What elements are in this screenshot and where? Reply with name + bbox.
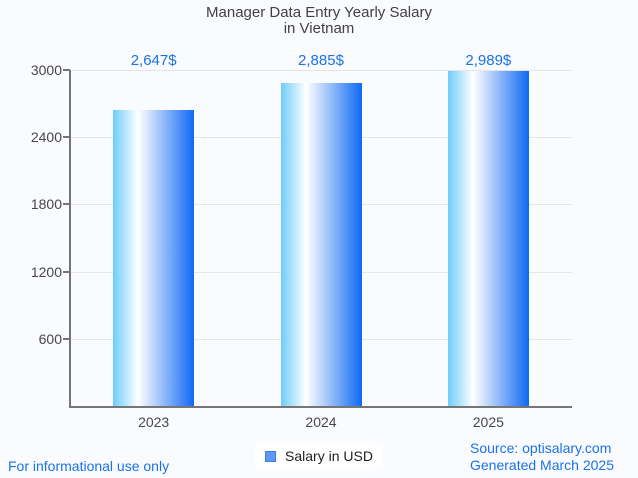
bar-value-label: 2,989$: [465, 52, 512, 69]
x-axis-line: [69, 406, 572, 408]
footer-source-block: Source: optisalary.com Generated March 2…: [470, 440, 614, 474]
legend-series-label: Salary in USD: [285, 448, 373, 464]
x-axis-label: 2023: [138, 414, 170, 430]
x-axis-label: 2024: [305, 414, 337, 430]
chart-legend: Salary in USD: [255, 443, 383, 469]
y-axis-label: 1800: [30, 196, 62, 213]
y-axis-label: 3000: [30, 62, 62, 78]
y-axis-label: 1200: [30, 263, 62, 280]
bar-2023: [113, 109, 195, 406]
y-axis-tickmark: [63, 270, 70, 273]
y-axis-line: [69, 70, 71, 408]
y-axis-tickmark: [63, 203, 70, 206]
bar-2024: [280, 82, 362, 406]
generated-date: Generated March 2025: [470, 457, 614, 473]
y-axis-tickmark: [63, 69, 70, 71]
footer-disclaimer: For informational use only: [8, 458, 170, 474]
y-axis-tickmark: [63, 136, 70, 139]
legend-swatch-icon: [265, 450, 277, 462]
gridline: [70, 70, 572, 71]
x-axis-label: 2025: [472, 414, 504, 430]
bar-2025: [447, 71, 529, 406]
bar-value-label: 2,647$: [130, 52, 177, 69]
bar-value-label: 2,885$: [298, 52, 344, 69]
y-axis-label: 600: [38, 330, 62, 347]
chart-title-line2: in Vietnam: [283, 20, 355, 37]
chart-title: Manager Data Entry Yearly Salary in Viet…: [0, 5, 638, 37]
y-axis-tickmark: [63, 337, 70, 340]
y-axis-label: 2400: [30, 129, 62, 146]
chart-title-line1: Manager Data Entry Yearly Salary: [206, 4, 432, 21]
source-link[interactable]: Source: optisalary.com: [470, 440, 612, 456]
